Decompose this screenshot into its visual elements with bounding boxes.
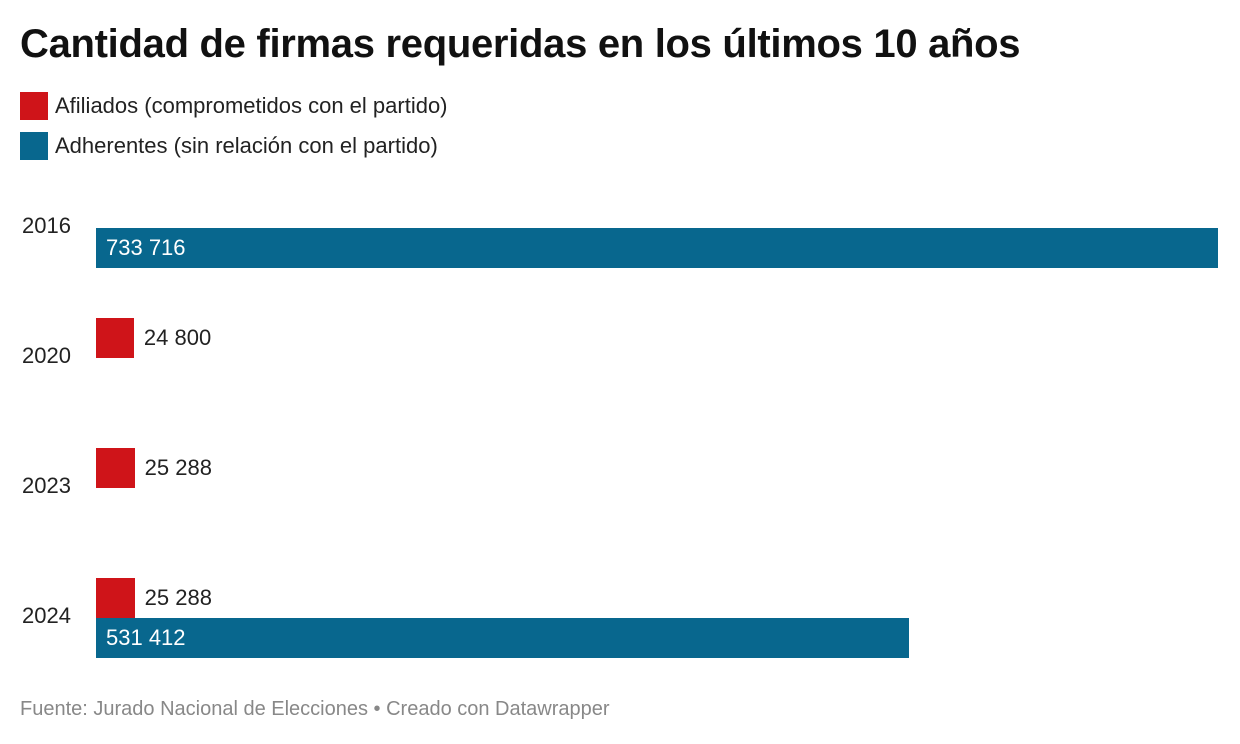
value-label-2024-adherentes: 531 412 xyxy=(106,625,186,650)
chart-title: Cantidad de firmas requeridas en los últ… xyxy=(20,22,1021,66)
legend-label-adherentes: Adherentes (sin relación con el partido) xyxy=(55,133,438,158)
legend-swatch-adherentes xyxy=(20,132,48,160)
legend-item-adherentes: Adherentes (sin relación con el partido) xyxy=(20,132,438,160)
legend-label-afiliados: Afiliados (comprometidos con el partido) xyxy=(55,93,448,118)
legend-swatch-afiliados xyxy=(20,92,48,120)
bar-2023-afiliados xyxy=(96,448,135,488)
bar-2024-adherentes xyxy=(96,618,909,658)
year-label-2020: 2020 xyxy=(22,343,71,368)
value-label-2020-afiliados: 24 800 xyxy=(143,325,212,350)
year-label-2024: 2024 xyxy=(22,603,71,628)
year-label-2023: 2023 xyxy=(22,473,71,498)
legend-item-afiliados: Afiliados (comprometidos con el partido) xyxy=(20,92,448,120)
value-label-2023-afiliados: 25 288 xyxy=(144,455,212,480)
bar-2016-adherentes xyxy=(96,228,1218,268)
bar-2024-afiliados xyxy=(96,578,135,618)
year-label-2016: 2016 xyxy=(22,213,71,238)
source-footer: Fuente: Jurado Nacional de Elecciones • … xyxy=(20,698,610,720)
bar-2020-afiliados xyxy=(96,318,134,358)
value-label-2024-afiliados: 25 288 xyxy=(144,585,212,610)
value-label-2016-adherentes: 733 716 xyxy=(106,235,186,260)
